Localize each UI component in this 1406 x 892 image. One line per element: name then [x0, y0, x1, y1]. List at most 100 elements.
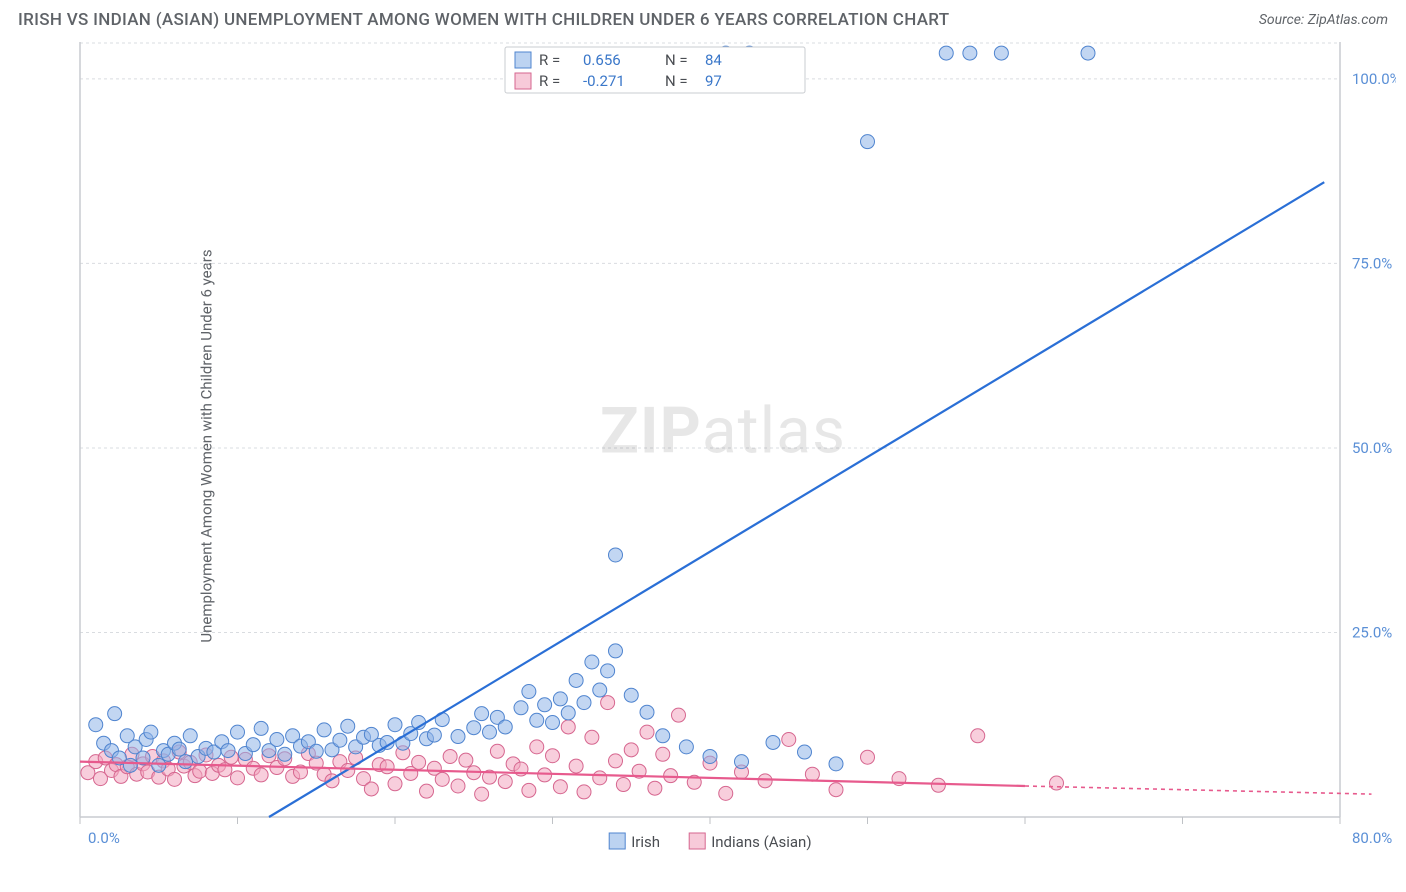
point-irish: [108, 707, 122, 721]
point-irish: [144, 725, 158, 739]
point-irish: [553, 692, 567, 706]
point-indian: [443, 749, 457, 763]
point-irish: [270, 733, 284, 747]
point-irish: [179, 755, 193, 769]
point-indian: [624, 743, 638, 757]
point-irish: [546, 716, 560, 730]
point-irish: [388, 718, 402, 732]
y-tick-label: 100.0%: [1352, 70, 1396, 88]
point-indian: [782, 733, 796, 747]
point-irish: [624, 688, 638, 702]
point-irish: [703, 749, 717, 763]
point-indian: [380, 760, 394, 774]
legend-r-value-irish: 0.656: [583, 51, 621, 69]
point-irish: [561, 706, 575, 720]
point-irish: [254, 721, 268, 735]
point-irish: [427, 728, 441, 742]
point-irish: [483, 725, 497, 739]
point-irish: [278, 747, 292, 761]
point-indian: [168, 772, 182, 786]
point-indian: [861, 750, 875, 764]
point-indian: [553, 780, 567, 794]
trend-line-indian-extrapolated: [1025, 786, 1372, 794]
point-irish: [963, 46, 977, 60]
point-indian: [538, 768, 552, 782]
point-indian: [364, 782, 378, 796]
point-indian: [601, 696, 615, 710]
point-indian: [1050, 776, 1064, 790]
point-irish: [451, 730, 465, 744]
point-indian: [593, 771, 607, 785]
point-irish: [939, 46, 953, 60]
y-tick-label: 75.0%: [1352, 254, 1392, 272]
point-indian: [530, 740, 544, 754]
point-indian: [609, 754, 623, 768]
point-irish: [679, 740, 693, 754]
point-indian: [254, 768, 268, 782]
point-irish: [172, 742, 186, 756]
legend-n-label: N =: [665, 51, 688, 69]
point-irish: [475, 707, 489, 721]
point-irish: [522, 685, 536, 699]
trend-line-irish: [269, 182, 1324, 817]
point-irish: [609, 644, 623, 658]
point-irish: [766, 735, 780, 749]
point-irish: [1081, 46, 1095, 60]
point-irish: [246, 738, 260, 752]
point-irish: [514, 701, 528, 715]
point-irish: [577, 696, 591, 710]
point-indian: [569, 759, 583, 773]
legend-swatch-indian: [515, 73, 531, 89]
point-irish: [123, 758, 137, 772]
point-indian: [672, 708, 686, 722]
x-min-label: 0.0%: [88, 829, 120, 847]
point-indian: [522, 783, 536, 797]
point-irish: [601, 664, 615, 678]
point-irish: [735, 755, 749, 769]
legend-r-value-indian: -0.271: [583, 72, 625, 90]
correlation-scatter-chart: 25.0%50.0%75.0%100.0%0.0%80.0%R =0.656N …: [50, 42, 1396, 852]
point-indian: [451, 779, 465, 793]
point-indian: [412, 755, 426, 769]
source-name: ZipAtlas.com: [1308, 12, 1388, 28]
point-indian: [616, 778, 630, 792]
point-irish: [89, 718, 103, 732]
legend-r-label: R =: [539, 72, 560, 90]
point-irish: [829, 757, 843, 771]
point-irish: [467, 721, 481, 735]
point-irish: [656, 729, 670, 743]
source-prefix: Source:: [1259, 12, 1308, 28]
point-indian: [829, 783, 843, 797]
bottom-legend-label-indian: Indians (Asian): [711, 833, 811, 851]
point-indian: [546, 749, 560, 763]
point-irish: [538, 698, 552, 712]
point-indian: [805, 767, 819, 781]
point-irish: [221, 744, 235, 758]
point-irish: [498, 720, 512, 734]
point-indian: [475, 787, 489, 801]
point-irish: [798, 745, 812, 759]
bottom-legend-swatch-indian: [689, 833, 705, 849]
legend-swatch-irish: [515, 52, 531, 68]
point-indian: [561, 720, 575, 734]
point-indian: [388, 777, 402, 791]
point-irish: [333, 733, 347, 747]
bottom-legend-swatch-irish: [609, 833, 625, 849]
point-irish: [530, 713, 544, 727]
source-attribution: Source: ZipAtlas.com: [1259, 12, 1388, 28]
point-indian: [435, 772, 449, 786]
point-indian: [420, 784, 434, 798]
point-indian: [719, 786, 733, 800]
point-indian: [656, 747, 670, 761]
point-irish: [994, 46, 1008, 60]
point-irish: [585, 655, 599, 669]
legend-n-value-irish: 84: [705, 51, 722, 69]
point-indian: [498, 775, 512, 789]
point-indian: [648, 781, 662, 795]
point-irish: [640, 705, 654, 719]
point-indian: [231, 771, 245, 785]
point-irish: [317, 723, 331, 737]
point-irish: [183, 729, 197, 743]
point-indian: [758, 774, 772, 788]
point-irish: [861, 135, 875, 149]
